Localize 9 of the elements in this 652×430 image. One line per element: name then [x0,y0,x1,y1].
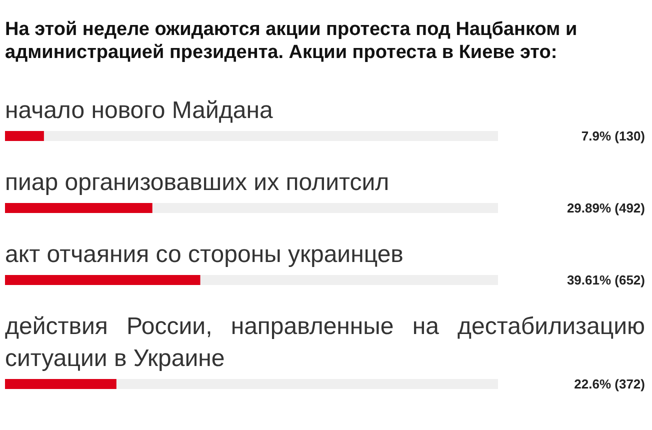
data-label: 7.9% (130) [581,128,645,144]
data-label: 39.61% (652) [566,272,645,288]
y-tick-label: начало нового Майдана [5,97,274,124]
y-tick-label: действия России, направленные на дестабилизацию ситуации в Украине [5,313,645,372]
y-tick-label: акт отчаяния со стороны украинцев [5,241,404,268]
chart-title: На этой неделе ожидаются акции протеста под Нацбанком и администрацией президента. Акции протеста в Киеве это: [5,19,578,63]
data-label: 29.89% (492) [566,200,645,216]
data-label: 22.6% (372) [574,376,645,392]
y-tick-label: пиар организовавших их политсил [5,169,390,196]
